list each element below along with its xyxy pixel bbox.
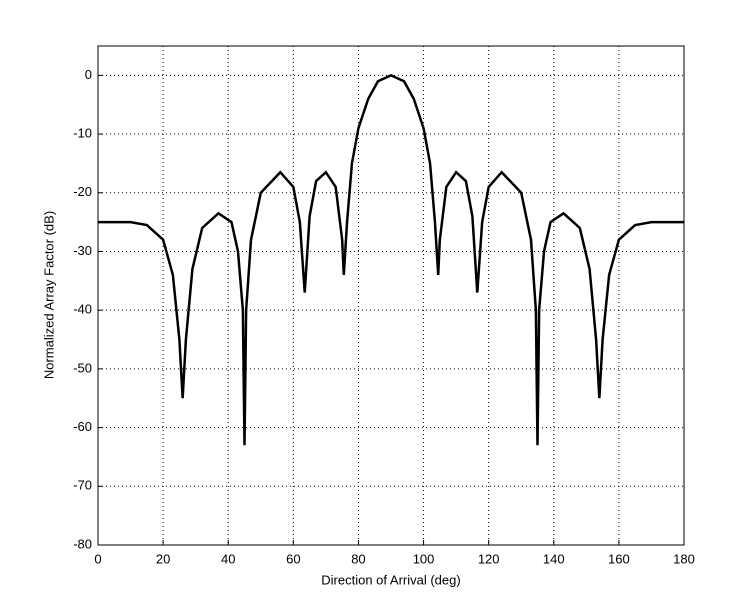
x-tick-label: 40 <box>221 551 235 566</box>
x-axis-label: Direction of Arrival (deg) <box>321 572 460 587</box>
y-tick-label: -40 <box>73 302 92 317</box>
y-tick-label: -70 <box>73 478 92 493</box>
x-tick-label: 140 <box>543 551 565 566</box>
y-tick-label: -20 <box>73 184 92 199</box>
plot-area <box>97 45 685 546</box>
y-tick-label: -60 <box>73 419 92 434</box>
x-tick-label: 120 <box>478 551 500 566</box>
x-tick-label: 160 <box>608 551 630 566</box>
x-tick-label: 60 <box>286 551 300 566</box>
x-tick-label: 20 <box>156 551 170 566</box>
x-tick-label: 180 <box>673 551 695 566</box>
y-tick-label: -30 <box>73 243 92 258</box>
x-tick-label: 0 <box>94 551 101 566</box>
line-series <box>98 73 684 446</box>
y-tick-label: -80 <box>73 536 92 551</box>
x-tick-label: 100 <box>413 551 435 566</box>
y-tick-label: -50 <box>73 360 92 375</box>
y-axis-label: Normalized Array Factor (dB) <box>41 211 56 379</box>
x-tick-label: 80 <box>351 551 365 566</box>
y-tick-label: -10 <box>73 125 92 140</box>
y-tick-label: 0 <box>85 67 92 82</box>
